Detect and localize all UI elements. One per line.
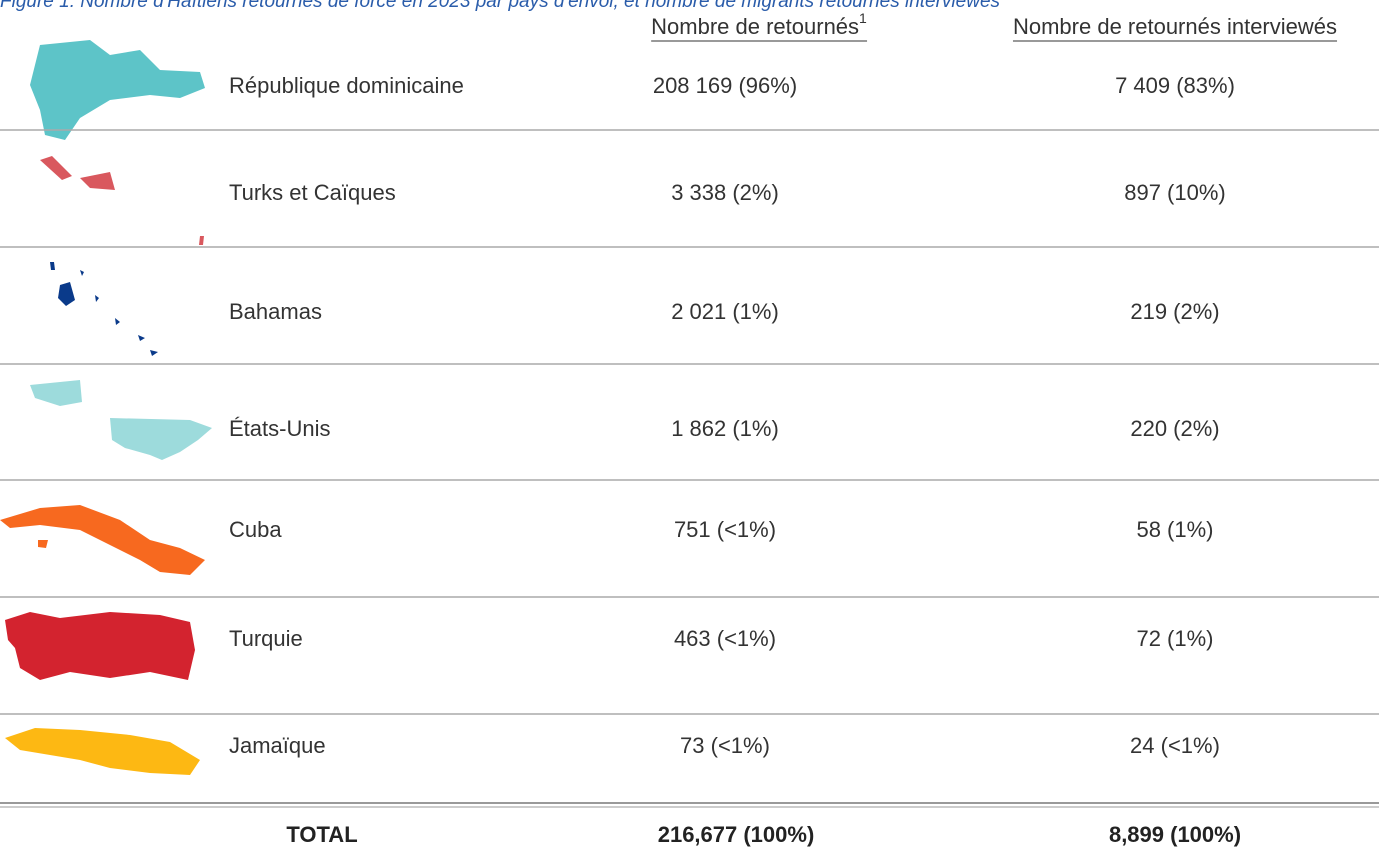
returned-count: 2 021 (1%) [671, 299, 779, 324]
returned-count: 751 (<1%) [674, 517, 776, 542]
interviewed-count: 58 (1%) [1136, 517, 1213, 542]
returned-count: 3 338 (2%) [671, 180, 779, 205]
country-name: États-Unis [229, 416, 330, 441]
interviewed-count: 897 (10%) [1124, 180, 1226, 205]
interviewed-count: 219 (2%) [1130, 299, 1219, 324]
map-turkey [5, 612, 195, 680]
map-bahamas [50, 262, 158, 356]
interviewed-count: 220 (2%) [1130, 416, 1219, 441]
total-label: TOTAL [286, 822, 357, 847]
returned-count: 1 862 (1%) [671, 416, 779, 441]
map-jamaica [5, 728, 200, 775]
map-turks-caicos [40, 156, 204, 245]
map-united-states [30, 380, 212, 460]
map-dominican-republic [30, 40, 205, 140]
interviewed-count: 7 409 (83%) [1115, 73, 1235, 98]
country-name: Turks et Caïques [229, 180, 396, 205]
returned-count: 73 (<1%) [680, 733, 770, 758]
footnote-mark: 1 [859, 10, 867, 26]
column-header-text: Nombre de retournés [651, 14, 859, 39]
country-name: Bahamas [229, 299, 322, 324]
maps [0, 40, 212, 775]
country-name: République dominicaine [229, 73, 464, 98]
column-header: Nombre de retournés interviewés [1013, 14, 1337, 39]
country-name: Jamaïque [229, 733, 326, 758]
figure-title: Figure 1: Nombre d'Haïtiens retournés de… [0, 0, 1001, 12]
column-header: Nombre de retournés1 [651, 10, 867, 39]
total-interviewed: 8,899 (100%) [1109, 822, 1241, 847]
returned-count: 208 169 (96%) [653, 73, 797, 98]
country-name: Cuba [229, 517, 282, 542]
map-cuba [0, 505, 205, 575]
interviewed-count: 72 (1%) [1136, 626, 1213, 651]
returned-count: 463 (<1%) [674, 626, 776, 651]
total-returned: 216,677 (100%) [658, 822, 815, 847]
interviewed-count: 24 (<1%) [1130, 733, 1220, 758]
country-name: Turquie [229, 626, 303, 651]
